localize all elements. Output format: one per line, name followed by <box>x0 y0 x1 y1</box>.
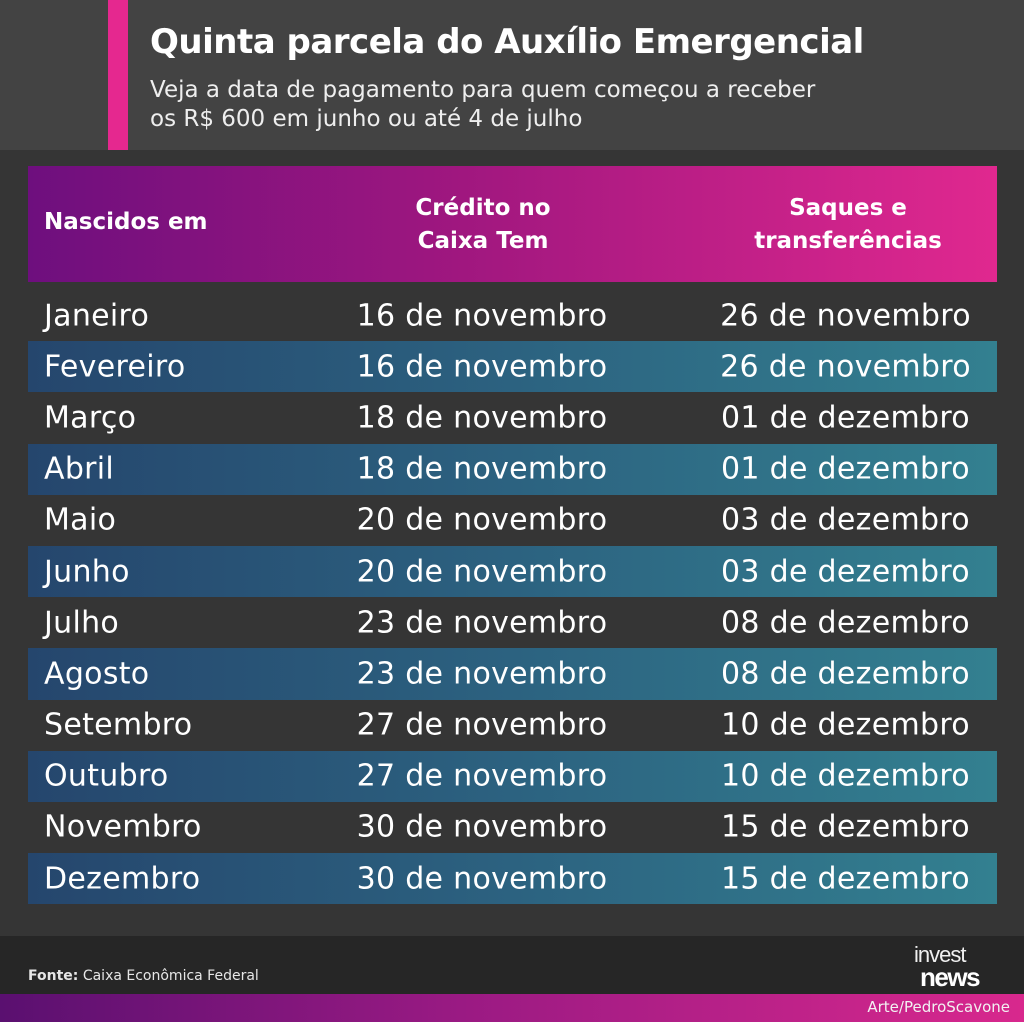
cell-month: Dezembro <box>44 861 201 897</box>
source-label: Fonte: <box>28 968 79 984</box>
cell-credit: 30 de novembro <box>356 861 608 897</box>
cell-credit: 16 de novembro <box>356 298 608 334</box>
cell-month: Agosto <box>44 656 150 692</box>
table-row: Abril 18 de novembro 01 de dezembro <box>28 443 997 495</box>
table-row: Dezembro 30 de novembro 15 de dezembro <box>28 853 997 905</box>
table-row: Janeiro 16 de novembro 26 de novembro <box>28 290 997 341</box>
cell-month: Outubro <box>44 758 169 794</box>
cell-withdraw: 26 de novembro <box>720 298 971 334</box>
cell-credit: 20 de novembro <box>356 554 608 590</box>
column-header-withdraw-line2: transferências <box>754 228 942 254</box>
cell-credit: 27 de novembro <box>356 758 608 794</box>
cell-month: Junho <box>44 554 130 590</box>
cell-month: Janeiro <box>44 298 150 334</box>
table-row: Agosto 23 de novembro 08 de dezembro <box>28 648 997 700</box>
cell-withdraw: 10 de dezembro <box>721 758 970 794</box>
table-row: Novembro 30 de novembro 15 de dezembro <box>28 802 997 853</box>
accent-bar <box>108 0 128 150</box>
column-header-credit: Crédito no Caixa Tem <box>368 192 598 258</box>
table-row: Fevereiro 16 de novembro 26 de novembro <box>28 341 997 393</box>
cell-month: Novembro <box>44 809 202 845</box>
column-header-month: Nascidos em <box>44 206 208 239</box>
cell-withdraw: 26 de novembro <box>720 349 971 385</box>
cell-withdraw: 01 de dezembro <box>721 400 970 436</box>
source-note: Fonte: Caixa Econômica Federal <box>28 968 259 984</box>
column-header-credit-line2: Caixa Tem <box>417 228 549 254</box>
table-header: Nascidos em Crédito no Caixa Tem Saques … <box>28 166 997 282</box>
cell-withdraw: 10 de dezembro <box>721 707 970 743</box>
cell-month: Julho <box>44 605 120 641</box>
table-body: Janeiro 16 de novembro 26 de novembro Fever… <box>28 290 997 905</box>
art-credit: Arte/PedroScavone <box>867 998 1010 1016</box>
column-header-withdraw: Saques e transferências <box>718 192 978 258</box>
cell-month: Maio <box>44 502 117 538</box>
subtitle-line-1: Veja a data de pagamento para quem começ… <box>150 77 816 103</box>
logo-word-invest: invest <box>914 942 966 967</box>
cell-credit: 16 de novembro <box>356 349 608 385</box>
cell-credit: 18 de novembro <box>356 451 608 487</box>
source-text: Caixa Econômica Federal <box>78 968 259 984</box>
investnews-logo: invest news <box>914 942 1010 992</box>
column-header-credit-line1: Crédito no <box>415 195 551 221</box>
cell-credit: 23 de novembro <box>356 605 608 641</box>
table-row: Julho 23 de novembro 08 de dezembro <box>28 597 997 648</box>
bottom-band: Arte/PedroScavone <box>0 994 1024 1022</box>
page-title: Quinta parcela do Auxílio Emergencial <box>150 22 864 62</box>
cell-credit: 27 de novembro <box>356 707 608 743</box>
table-row: Maio 20 de novembro 03 de dezembro <box>28 495 997 546</box>
table-row: Outubro 27 de novembro 10 de dezembro <box>28 750 997 802</box>
column-header-withdraw-line1: Saques e <box>789 195 907 221</box>
cell-month: Setembro <box>44 707 193 743</box>
column-header-month-label: Nascidos em <box>44 209 208 235</box>
logo-word-news: news <box>920 962 981 992</box>
cell-withdraw: 08 de dezembro <box>721 605 970 641</box>
table-row: Março 18 de novembro 01 de dezembro <box>28 392 997 443</box>
cell-credit: 18 de novembro <box>356 400 608 436</box>
page-subtitle: Veja a data de pagamento para quem começ… <box>150 76 1010 134</box>
footer: Fonte: Caixa Econômica Federal invest ne… <box>0 936 1024 994</box>
cell-month: Março <box>44 400 137 436</box>
cell-withdraw: 01 de dezembro <box>721 451 970 487</box>
cell-credit: 30 de novembro <box>356 809 608 845</box>
cell-withdraw: 03 de dezembro <box>721 554 970 590</box>
cell-credit: 20 de novembro <box>356 502 608 538</box>
table-row: Setembro 27 de novembro 10 de dezembro <box>28 700 997 751</box>
cell-withdraw: 03 de dezembro <box>721 502 970 538</box>
cell-month: Fevereiro <box>44 349 186 385</box>
cell-withdraw: 08 de dezembro <box>721 656 970 692</box>
cell-month: Abril <box>44 451 115 487</box>
cell-withdraw: 15 de dezembro <box>721 809 970 845</box>
cell-credit: 23 de novembro <box>356 656 608 692</box>
subtitle-line-2: os R$ 600 em junho ou até 4 de julho <box>150 106 583 132</box>
header: Quinta parcela do Auxílio Emergencial Ve… <box>0 0 1024 150</box>
cell-withdraw: 15 de dezembro <box>721 861 970 897</box>
table-row: Junho 20 de novembro 03 de dezembro <box>28 545 997 598</box>
